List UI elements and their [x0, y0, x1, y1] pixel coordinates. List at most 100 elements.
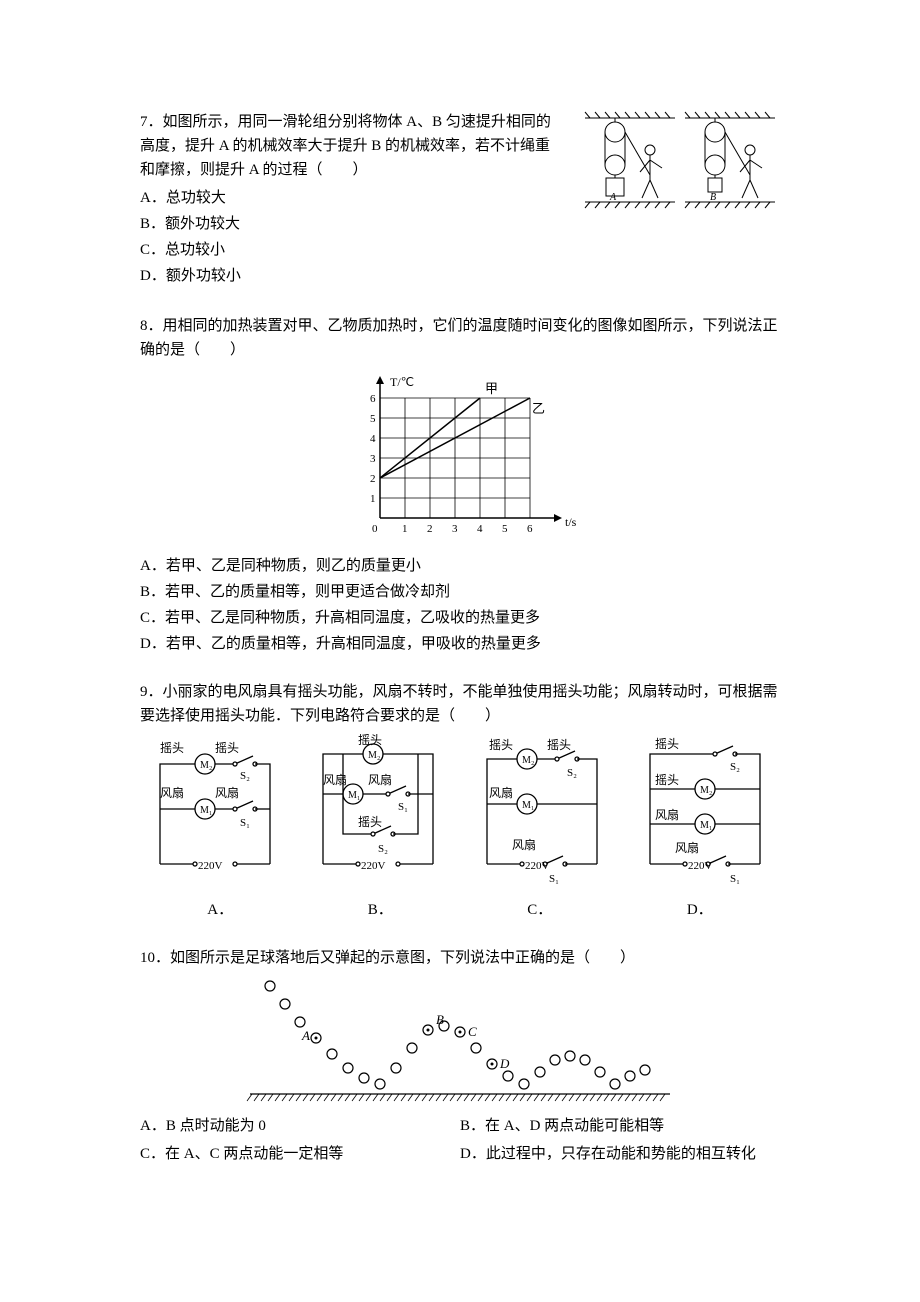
q7-optB: B．额外功较大	[140, 212, 560, 236]
svg-text:M₁: M₁	[522, 800, 534, 811]
svg-text:摇头: 摇头	[655, 737, 679, 751]
q8-optC: C．若甲、乙是同种物质，升高相同温度，乙吸收的热量更多	[140, 606, 780, 630]
q8-number: 8．	[140, 318, 163, 334]
q7-body: 如图所示，用同一滑轮组分别将物体 A、B 匀速提升相同的高度，提升 A 的机械效…	[140, 114, 551, 178]
svg-text:S₁: S₁	[240, 817, 250, 829]
question-9: 9．小丽家的电风扇具有摇头功能，风扇不转时，不能单独使用摇头功能；风扇转动时，可…	[140, 680, 780, 922]
svg-text:摇头: 摇头	[358, 815, 382, 829]
circuit-B: M₂ M₁ 摇头 风扇 风扇 S₁ 摇头 S₂ 220V	[303, 734, 453, 894]
svg-text:风扇: 风扇	[675, 840, 699, 855]
q10-text: 10．如图所示是足球落地后又弹起的示意图，下列说法中正确的是（ ）	[140, 946, 780, 970]
svg-text:5: 5	[502, 523, 508, 535]
q7-text: 7．如图所示，用同一滑轮组分别将物体 A、B 匀速提升相同的高度，提升 A 的机…	[140, 110, 560, 182]
svg-text:风扇: 风扇	[512, 837, 536, 852]
svg-text:3: 3	[452, 523, 458, 535]
svg-text:A: A	[301, 1028, 310, 1043]
circuit-C: M₂ M₁ 摇头 摇头 S₂ 风扇 风扇 S₁ 220V	[467, 734, 617, 894]
svg-text:S₁: S₁	[398, 801, 408, 813]
q10-number: 10．	[140, 950, 170, 966]
svg-text:摇头: 摇头	[215, 741, 239, 755]
svg-text:5: 5	[370, 413, 376, 425]
svg-text:摇头: 摇头	[358, 734, 382, 747]
q9-optC: C．	[527, 898, 552, 922]
q8-ylabel: T/℃	[390, 375, 414, 389]
svg-text:M₁: M₁	[700, 820, 712, 831]
svg-text:6: 6	[527, 523, 533, 535]
q10-body: 如图所示是足球落地后又弹起的示意图，下列说法中正确的是（ ）	[170, 950, 635, 966]
svg-text:风扇: 风扇	[489, 785, 513, 800]
svg-text:M₂: M₂	[700, 785, 712, 796]
question-8: 8．用相同的加热装置对甲、乙物质加热时，它们的温度随时间变化的图像如图所示，下列…	[140, 314, 780, 656]
q8-options: A．若甲、乙是同种物质，则乙的质量更小 B．若甲、乙的质量相等，则甲更适合做冷却…	[140, 554, 780, 656]
svg-text:220V: 220V	[688, 860, 713, 872]
svg-text:风扇: 风扇	[368, 772, 392, 787]
q10-figure: A B C D	[140, 976, 780, 1106]
q10-optD: D．此过程中，只存在动能和势能的相互转化	[460, 1142, 780, 1166]
svg-text:220V: 220V	[198, 860, 223, 872]
q9-optD: D．	[687, 898, 713, 922]
q7-optC: C．总功较小	[140, 238, 560, 262]
q7-optA: A．总功较大	[140, 186, 560, 210]
q8-chart: T/℃ t/s 1 2 3 4 5 6 0 1 2 3 4 5 6 甲 乙	[140, 368, 780, 548]
q7-number: 7．	[140, 114, 163, 130]
svg-text:风扇: 风扇	[215, 785, 239, 800]
svg-text:摇头: 摇头	[160, 741, 184, 755]
question-7: 7．如图所示，用同一滑轮组分别将物体 A、B 匀速提升相同的高度，提升 A 的机…	[140, 110, 780, 290]
q8-body: 用相同的加热装置对甲、乙物质加热时，它们的温度随时间变化的图像如图所示，下列说法…	[140, 318, 778, 358]
svg-text:S₁: S₁	[549, 873, 559, 885]
svg-text:2: 2	[427, 523, 433, 535]
svg-text:B: B	[436, 1012, 444, 1027]
svg-text:2: 2	[370, 473, 376, 485]
svg-text:6: 6	[370, 393, 376, 405]
svg-text:风扇: 风扇	[655, 807, 679, 822]
svg-text:M₁: M₁	[348, 790, 360, 801]
svg-text:摇头: 摇头	[489, 738, 513, 752]
svg-text:1: 1	[370, 493, 376, 505]
q9-number: 9．	[140, 684, 163, 700]
q8-optD: D．若甲、乙的质量相等，升高相同温度，甲吸收的热量更多	[140, 632, 780, 656]
svg-text:D: D	[499, 1056, 510, 1071]
svg-text:4: 4	[370, 433, 376, 445]
q8-optB: B．若甲、乙的质量相等，则甲更适合做冷却剂	[140, 580, 780, 604]
svg-text:M₂: M₂	[200, 760, 212, 771]
q8-optA: A．若甲、乙是同种物质，则乙的质量更小	[140, 554, 780, 578]
q9-text: 9．小丽家的电风扇具有摇头功能，风扇不转时，不能单独使用摇头功能；风扇转动时，可…	[140, 680, 780, 728]
q10-optC: C．在 A、C 两点动能一定相等	[140, 1142, 460, 1166]
q8-label-yi: 乙	[532, 401, 545, 416]
q9-circuits: M₂ M₁ 摇头 摇头 风扇 风扇 S₂ S₁ 220V	[140, 734, 780, 894]
circuit-D: M₂ M₁ 摇头 S₂ 摇头 风扇 风扇 S₁ 220V	[630, 734, 780, 894]
circuit-A: M₂ M₁ 摇头 摇头 风扇 风扇 S₂ S₁ 220V	[140, 734, 290, 884]
q7-figure: A B	[580, 110, 780, 223]
svg-text:摇头: 摇头	[655, 773, 679, 787]
svg-text:S₁: S₁	[730, 873, 740, 885]
svg-text:1: 1	[402, 523, 408, 535]
svg-text:风扇: 风扇	[323, 772, 347, 787]
svg-text:C: C	[468, 1024, 477, 1039]
svg-text:M₂: M₂	[522, 755, 534, 766]
q10-optA: A．B 点时动能为 0	[140, 1114, 460, 1138]
svg-text:4: 4	[477, 523, 483, 535]
q9-optB: B．	[368, 898, 393, 922]
svg-text:220V: 220V	[361, 860, 386, 872]
svg-text:S₂: S₂	[567, 767, 577, 779]
svg-text:M₂: M₂	[368, 750, 380, 761]
q9-optA: A．	[207, 898, 233, 922]
q8-xlabel: t/s	[565, 515, 577, 529]
svg-text:S₂: S₂	[378, 843, 388, 855]
q7-labelB: B	[710, 192, 716, 203]
svg-text:220V: 220V	[525, 860, 550, 872]
svg-text:3: 3	[370, 453, 376, 465]
svg-text:M₁: M₁	[200, 805, 212, 816]
q7-options: A．总功较大 B．额外功较大 C．总功较小 D．额外功较小	[140, 186, 560, 288]
svg-text:S₂: S₂	[240, 770, 250, 782]
q10-optB: B．在 A、D 两点动能可能相等	[460, 1114, 780, 1138]
q9-body: 小丽家的电风扇具有摇头功能，风扇不转时，不能单独使用摇头功能；风扇转动时，可根据…	[140, 684, 778, 724]
q7-labelA: A	[609, 192, 617, 203]
q8-label-jia: 甲	[485, 381, 498, 396]
q10-options: A．B 点时动能为 0 B．在 A、D 两点动能可能相等 C．在 A、C 两点动…	[140, 1112, 780, 1168]
q9-option-labels: A． B． C． D．	[140, 898, 780, 922]
svg-text:S₂: S₂	[730, 761, 740, 773]
svg-text:摇头: 摇头	[547, 738, 571, 752]
svg-text:0: 0	[372, 523, 378, 535]
question-10: 10．如图所示是足球落地后又弹起的示意图，下列说法中正确的是（ ） A B C D A…	[140, 946, 780, 1168]
